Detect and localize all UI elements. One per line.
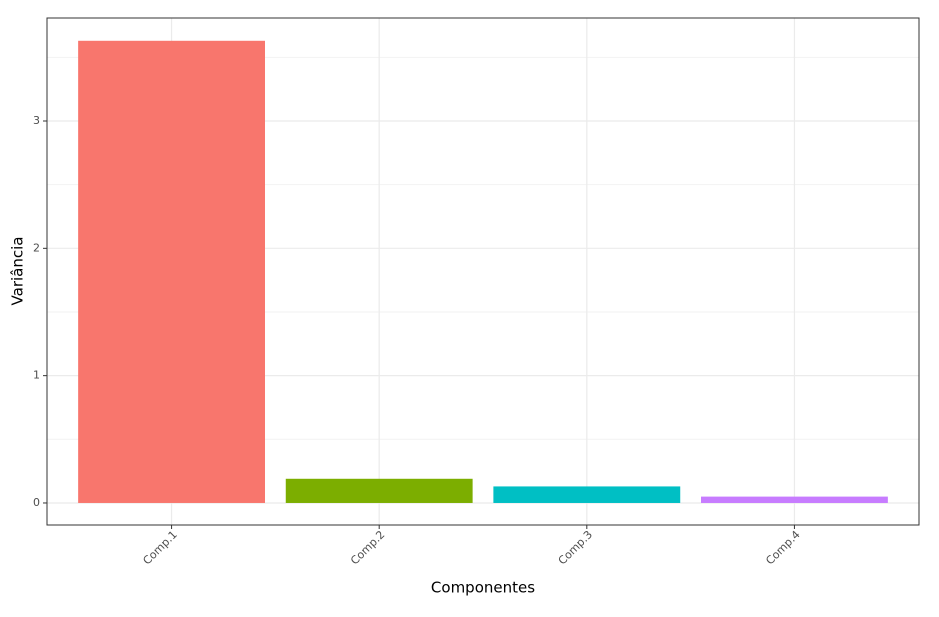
panel-border xyxy=(46,17,920,526)
y-tick-label: 1 xyxy=(33,369,40,382)
y-axis-title: Variância xyxy=(9,237,27,306)
bar xyxy=(701,496,888,503)
y-tick-label: 0 xyxy=(33,496,40,509)
x-axis-title: Componentes xyxy=(431,579,535,597)
bar xyxy=(78,40,266,503)
y-tick-label: 3 xyxy=(33,114,40,127)
bar xyxy=(493,486,681,503)
y-tick-label: 2 xyxy=(33,241,40,254)
bar xyxy=(285,478,473,503)
